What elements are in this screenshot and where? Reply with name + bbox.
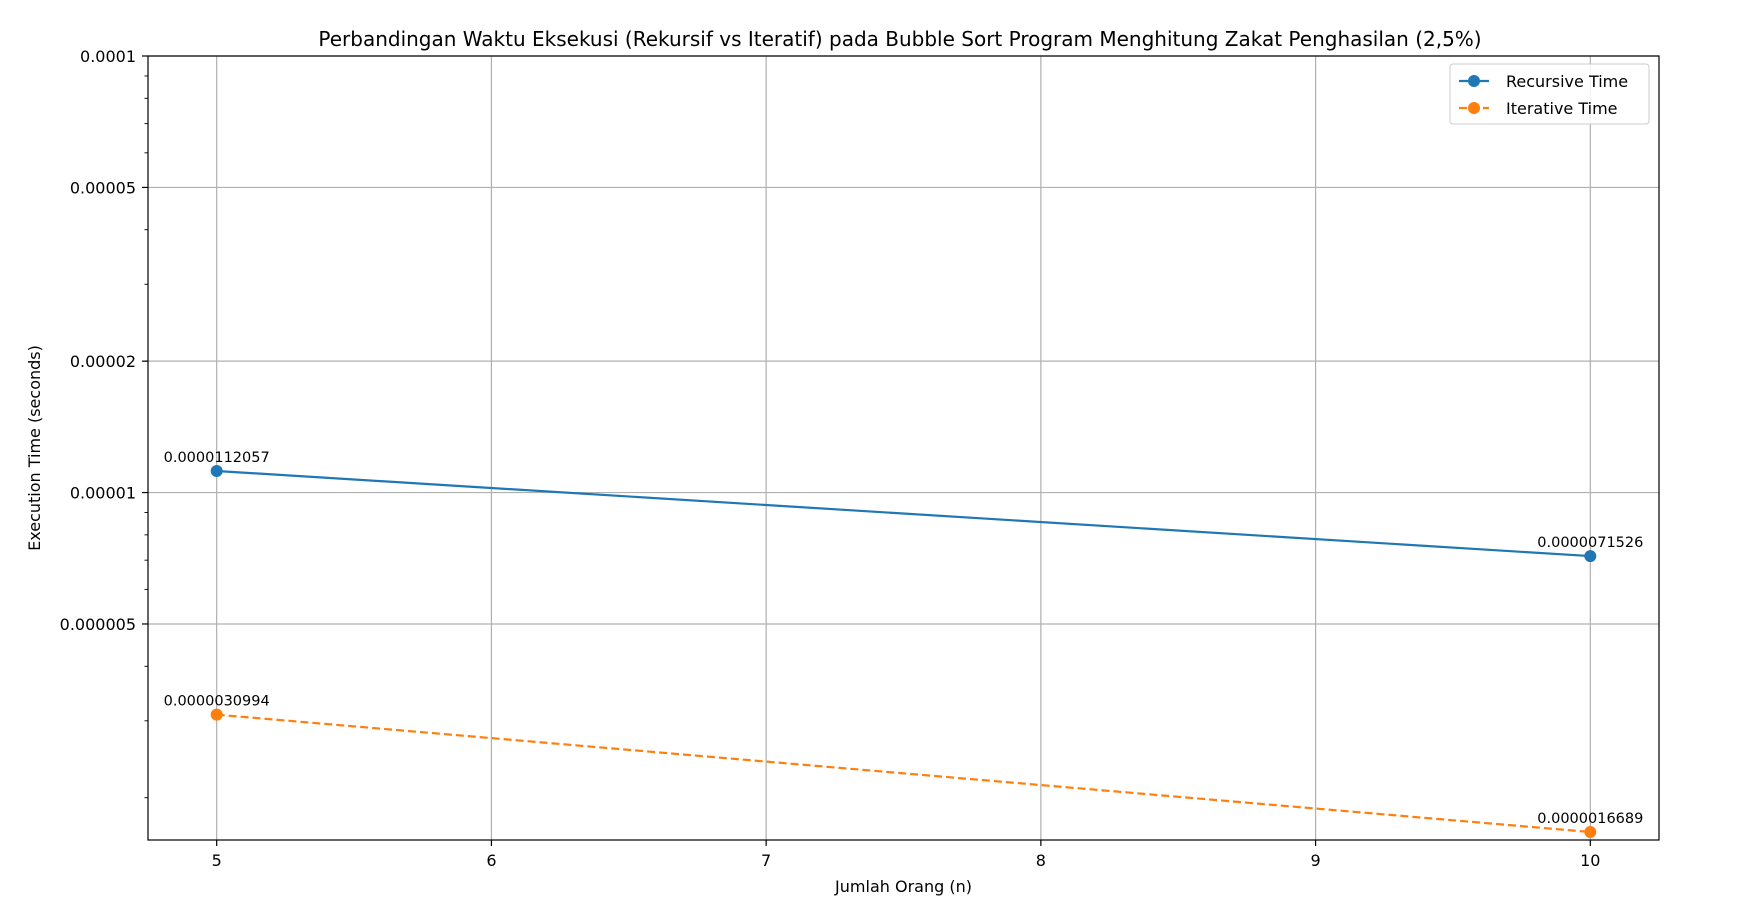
y-tick-label: 0.00005 xyxy=(70,178,136,197)
x-tick-label: 9 xyxy=(1310,851,1320,870)
legend-swatch-marker xyxy=(1468,102,1480,114)
series-recursive-time: 0.0000112057 0.0000071526 xyxy=(164,450,1643,563)
y-tick-label: 0.000005 xyxy=(60,615,136,634)
data-point xyxy=(210,464,223,477)
x-tick-label: 8 xyxy=(1036,851,1046,870)
data-point xyxy=(210,708,223,721)
chart-title: Perbandingan Waktu Eksekusi (Rekursif vs… xyxy=(318,27,1481,51)
data-label: 0.0000112057 xyxy=(164,450,270,466)
legend: Recursive Time Iterative Time xyxy=(1449,63,1650,125)
legend-label: Recursive Time xyxy=(1506,72,1628,91)
series-line xyxy=(216,469,1591,558)
legend-swatch-marker xyxy=(1468,75,1480,87)
x-tick-label: 7 xyxy=(761,851,771,870)
y-tick-label: 0.00001 xyxy=(70,484,136,503)
data-point xyxy=(1584,826,1597,839)
series-layer: 0.00001120570.00000715260.00000309940.00… xyxy=(164,450,1643,839)
series-line xyxy=(216,713,1591,834)
data-point xyxy=(1584,550,1597,563)
x-tick-label: 6 xyxy=(486,851,496,870)
y-tick-label: 0.0001 xyxy=(80,47,136,66)
plot-frame xyxy=(147,55,1660,841)
legend-box xyxy=(1449,63,1650,125)
y-axis-label: Execution Time (seconds) xyxy=(25,345,44,551)
data-label: 0.0000071526 xyxy=(1537,535,1643,551)
x-tick-label: 5 xyxy=(212,851,222,870)
grid-lines xyxy=(148,55,1659,840)
series-iterative-time: 0.0000030994 0.0000016689 xyxy=(164,694,1643,839)
x-axis-label: Jumlah Orang (n) xyxy=(834,877,972,896)
data-label: 0.0000030994 xyxy=(164,694,270,710)
axis-ticks: 5 6 7 8 9 10 0.000005 0.00001 0.00002 0.00005 0.00… xyxy=(60,47,1601,870)
y-tick-label: 0.00002 xyxy=(70,352,136,371)
data-label: 0.0000016689 xyxy=(1537,811,1643,827)
x-tick-label: 10 xyxy=(1580,851,1600,870)
legend-label: Iterative Time xyxy=(1506,99,1618,118)
